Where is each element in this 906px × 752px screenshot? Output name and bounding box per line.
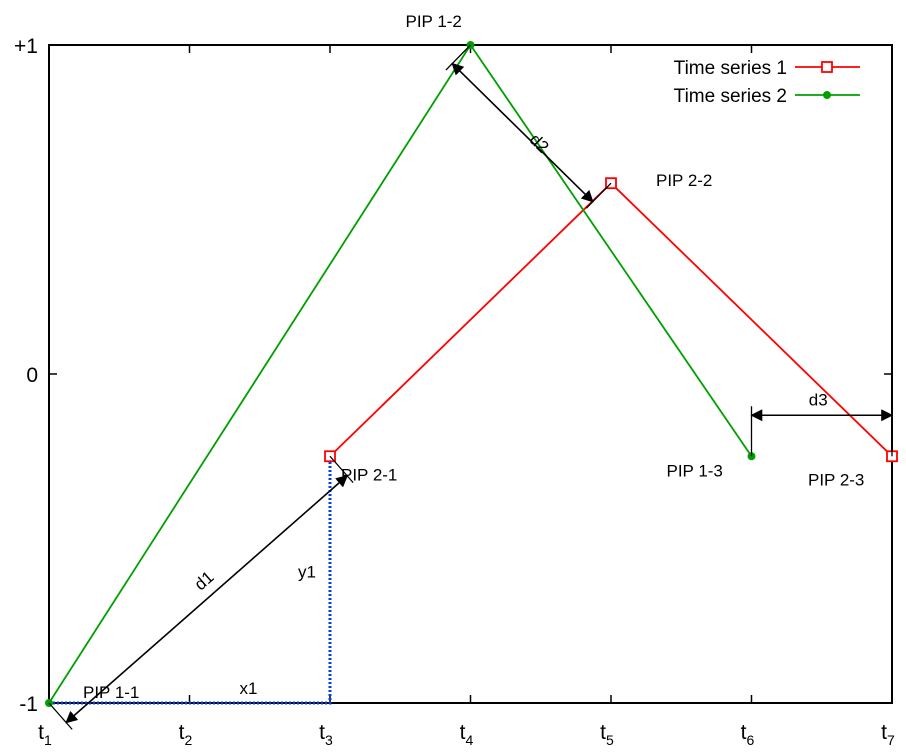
annotation-d3: d3 [809,390,828,409]
x-tick-label: t7 [881,721,895,748]
y-tick-label: -1 [19,693,38,716]
y-tick-label: 0 [26,364,38,387]
annotation-pip-1-1: PIP 1-1 [83,683,139,702]
annotation-pip-2-2: PIP 2-2 [656,171,712,190]
x-tick-label: t4 [460,721,474,748]
x-tick-subscript: 3 [325,732,333,748]
annotation-pip-1-2: PIP 1-2 [406,12,462,31]
d2-extension [445,44,471,71]
x-tick-label: t1 [38,721,52,748]
annotation-pip-2-1: PIP 2-1 [341,465,397,484]
x-tick-subscript: 7 [887,732,895,748]
x-tick-label: t2 [179,721,193,748]
legend-label: Time series 2 [674,86,787,107]
x-tick-subscript: 5 [606,732,614,748]
legend: Time series 1 Time series 2 [674,58,860,107]
axis-ticks: t1 t2 t3 t4 t5 t6 t7 +1 0 -1 [14,35,895,748]
x-tick-label: t5 [600,721,614,748]
legend-label: Time series 1 [674,58,787,79]
x-tick-subscript: 2 [185,732,193,748]
plot-frame [48,44,893,704]
annotation-layer: PIP 1-1 PIP 1-2 PIP 1-3 PIP 2-1 PIP 2-2 PIP 2… [83,12,864,702]
d1-extension [329,455,354,484]
d2-arrow [451,62,594,203]
annotation-d2: d2 [526,130,553,157]
distance-indicators [48,44,894,730]
d1-arrow [65,474,349,724]
x-tick-label: t3 [319,721,333,748]
annotation-d1: d1 [191,567,218,594]
x-tick-label: t6 [741,721,755,748]
x-tick-subscript: 4 [466,732,474,748]
d1-extension [48,702,73,730]
series-2-line [48,43,753,704]
annotation-y1: y1 [298,563,316,582]
legend-swatch-marker [821,61,833,73]
annotation-pip-1-3: PIP 1-3 [667,461,723,480]
annotation-x1: x1 [240,679,258,698]
projection-line [49,456,332,705]
y-tick-label: +1 [14,35,38,58]
annotation-pip-2-3: PIP 2-3 [808,470,864,489]
projection-guides [49,456,332,705]
legend-swatch-marker [823,91,831,99]
series-layer [45,41,898,707]
x-tick-subscript: 1 [44,732,52,748]
d2-extension [585,182,612,209]
x-tick-subscript: 6 [747,732,755,748]
